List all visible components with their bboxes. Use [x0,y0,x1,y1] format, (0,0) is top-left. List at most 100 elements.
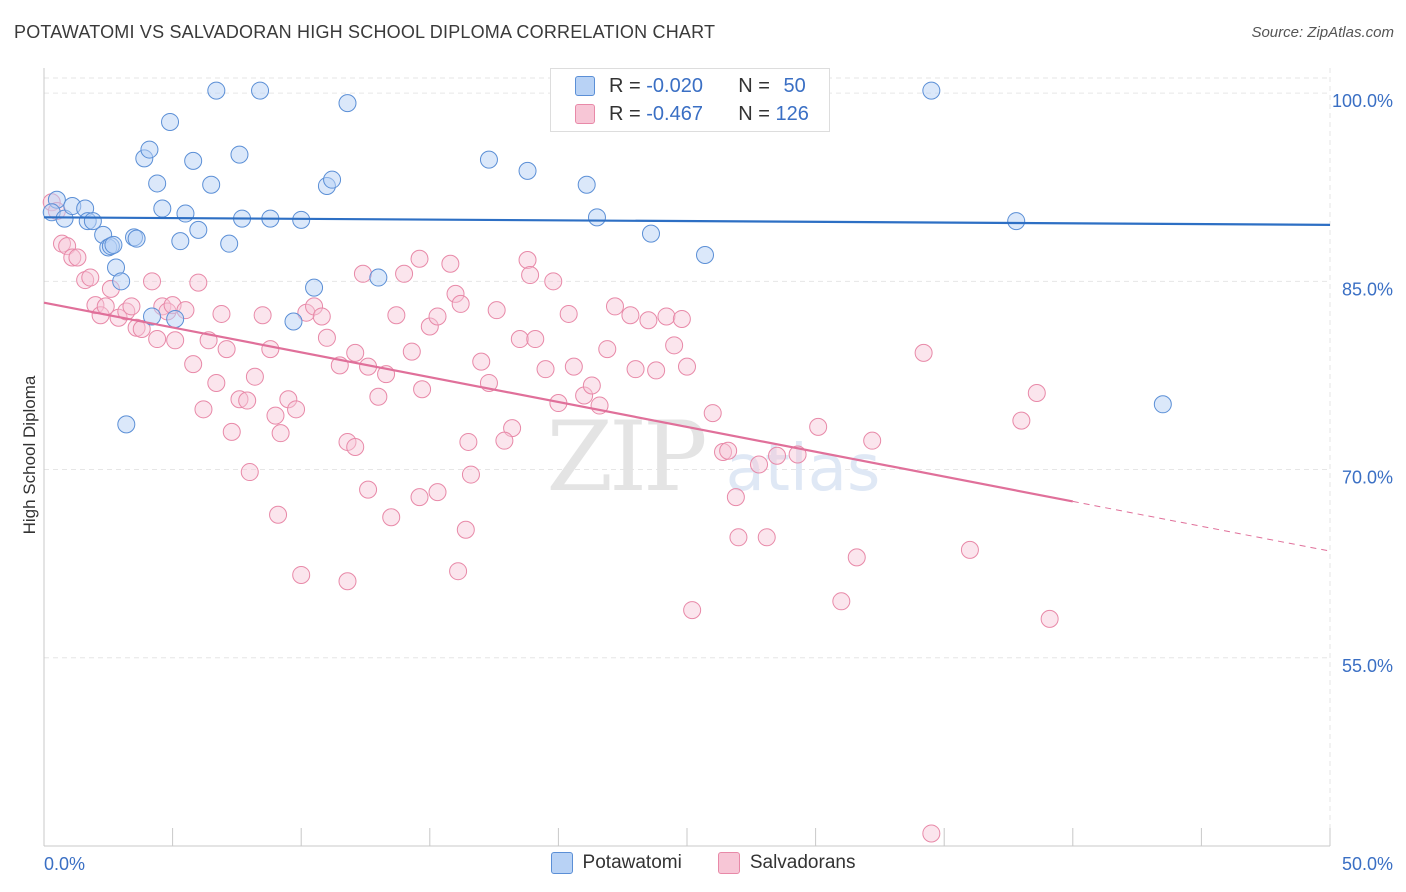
salvadoran-point [184,355,203,374]
salvadoran-point [338,572,357,591]
potawatomi-r-value: -0.020 [646,74,703,97]
salvadoran-point [143,272,162,291]
series-legend: Potawatomi Salvadorans [0,852,1406,874]
salvadoran-point [279,390,298,409]
salvadoran-point [703,404,722,423]
potawatomi-point [104,235,123,254]
tick-labels: 55.0% 70.0% 85.0% 100.0% 0.0% 50.0% [44,91,1393,874]
salvadoran-point [428,483,447,502]
salvadoran-point [647,361,666,380]
potawatomi-point [161,112,180,131]
salvadoran-point [312,307,331,326]
salvadoran-point [353,264,372,283]
x-tick-label-min: 0.0% [44,854,85,874]
salvadoran-point [518,250,537,269]
potawatomi-point [127,229,146,248]
salvadoran-point [253,306,272,325]
potawatomi-point [153,199,172,218]
potawatomi-point [518,161,537,180]
watermark-atlas: atlas [726,432,881,506]
potawatomi-point [338,94,357,113]
salvadoran-point [510,330,529,349]
salvadoran-point [750,455,769,474]
salvadoran-point [544,272,563,291]
salvadoran-point [346,437,365,456]
salvadoran-point [359,480,378,499]
salvadoran-point [292,565,311,584]
salvadoran-point [266,406,285,425]
salvadoran-point [449,562,468,581]
salvadoran-point [605,297,624,316]
salvadoran-point [63,248,82,267]
n-label: N = [738,74,770,97]
y-tick-label: 85.0% [1342,279,1393,299]
salvadoran-point [148,330,167,349]
salvadoran-point [1027,384,1046,403]
potawatomi-point [140,140,159,159]
potawatomi-n-value: 50 [783,74,806,97]
salvadoran-point [847,548,866,567]
potawatomi-point [112,272,131,291]
source-label: Source: ZipAtlas.com [1251,24,1394,41]
salvadoran-point [459,432,478,451]
potawatomi-point [251,81,270,100]
potawatomi-point [166,309,185,328]
salvadoran-point [76,271,95,290]
potawatomi-point [305,278,324,297]
salvadoran-point [472,352,491,371]
salvadoran-point [461,465,480,484]
potawatomi-point [1153,395,1172,414]
potawatomi-point [284,312,303,331]
salvadoran-point [521,266,540,285]
r-label: R = [609,74,641,97]
salvadoran-points [42,193,1059,843]
stats-row-potawatomi: R = -0.020 N = 50 [551,72,806,100]
stats-row-salvadorans: R = -0.467 N = 126 [551,100,809,128]
salvadoran-legend-label: Salvadorans [749,852,856,873]
salvadoran-point [245,367,264,386]
salvadoran-point [672,309,691,328]
stats-legend: R = -0.020 N = 50 R = -0.467 N = 126 [550,68,830,132]
salvadoran-point [639,311,658,330]
salvadoran-point [1012,411,1031,430]
potawatomi-point [207,81,226,100]
legend-item-salvadorans[interactable]: Salvadorans [717,852,856,874]
salvadoran-point [189,273,208,292]
salvadoran-point [536,360,555,379]
salvadoran-point [1040,609,1059,628]
salvadoran-point [240,463,259,482]
salvadoran-point [369,387,388,406]
y-tick-label: 70.0% [1342,468,1393,488]
salvadoran-point [413,380,432,399]
salvadoran-point [451,294,470,313]
salvadoran-point [456,520,475,539]
salvadoran-legend-swatch [717,852,740,874]
salvadoran-point [757,528,776,547]
salvadoran-point [626,360,645,379]
potawatomi-point [641,224,660,243]
salvadoran-point [446,284,465,303]
salvadoran-point [719,441,738,460]
salvadoran-n-value: 126 [775,102,809,125]
r-label: R = [609,102,641,125]
watermark-zip: ZIP [546,401,705,513]
salvadoran-point [832,592,851,611]
legend-item-potawatomi[interactable]: Potawatomi [550,852,682,874]
salvadoran-point [382,508,401,527]
salvadoran-point [222,422,241,441]
salvadoran-point [564,357,583,376]
potawatomi-legend-swatch [550,852,573,874]
salvadoran-point [230,390,249,409]
potawatomi-point [171,232,190,251]
potawatomi-point [202,175,221,194]
salvadoran-trend-line [43,301,1074,503]
n-label: N = [738,102,770,125]
salvadoran-point [53,234,72,253]
salvadoran-point [410,488,429,507]
salvadoran-point [575,386,594,405]
salvadoran-point [317,328,336,347]
potawatomi-point [369,268,388,287]
salvadoran-point [420,317,439,336]
salvadoran-point [166,331,185,350]
